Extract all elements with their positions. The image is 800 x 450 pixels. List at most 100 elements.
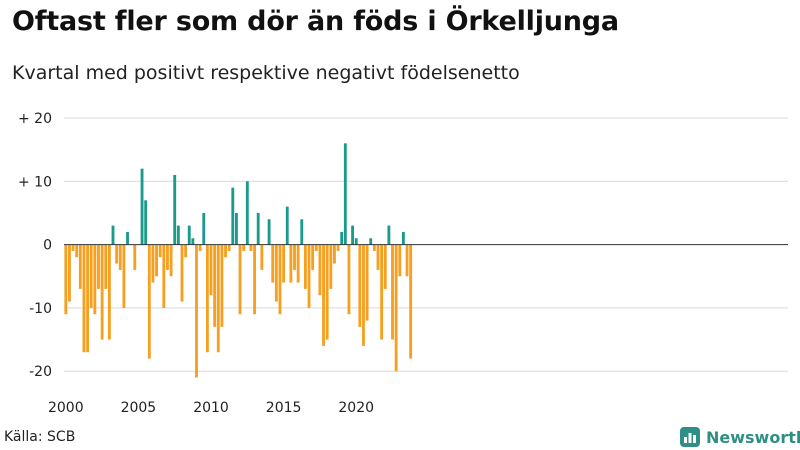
brand-logo[interactable]: Newsworthy (680, 424, 800, 450)
y-tick-label: -20 (29, 364, 52, 380)
bar-negative (347, 244, 351, 315)
bar-negative (118, 244, 122, 270)
bar-negative (380, 244, 384, 340)
bar-negative (107, 244, 111, 340)
bar-negative (325, 244, 329, 340)
bar-negative (78, 244, 82, 289)
bar-negative (394, 244, 398, 372)
bar-negative (296, 244, 300, 283)
x-tick-label: 2000 (48, 400, 84, 416)
bar-negative (311, 244, 315, 270)
bar-positive (111, 225, 115, 245)
bar-negative (253, 244, 256, 315)
bar-positive (202, 212, 206, 245)
bar-positive (285, 206, 289, 245)
chart-logo-icon (680, 427, 700, 447)
bar-negative (405, 244, 409, 277)
bar-negative (151, 244, 155, 283)
bar-negative (282, 244, 286, 283)
bar-negative (289, 244, 293, 283)
bar-negative (383, 244, 387, 289)
y-tick-label: + 10 (18, 174, 52, 190)
x-tick-label: 2020 (338, 400, 374, 416)
bar-positive (401, 231, 405, 245)
bar-negative (115, 244, 119, 264)
bar-negative (75, 244, 79, 258)
bar-negative (162, 244, 166, 308)
bar-negative (169, 244, 173, 277)
brand-name: Newsworthy (706, 427, 800, 447)
bar-negative (97, 244, 100, 289)
chart-title: Oftast fler som dör än föds i Örkelljung… (12, 6, 619, 37)
bar-negative (93, 244, 97, 315)
bar-negative (220, 244, 224, 327)
bar-negative (89, 244, 93, 308)
bar-negative (227, 244, 231, 251)
bar-negative (238, 244, 242, 315)
bar-negative (64, 244, 68, 315)
y-tick-label: -10 (29, 301, 52, 317)
bar-negative (362, 244, 365, 346)
source-note: Källa: SCB (4, 429, 76, 445)
bar-positive (267, 219, 271, 245)
bar-negative (122, 244, 126, 308)
bar-negative (180, 244, 184, 302)
bar-negative (100, 244, 104, 340)
bar-negative (71, 244, 75, 251)
bar-positive (144, 200, 148, 245)
bar-positive (140, 168, 144, 245)
bar-positive (187, 225, 191, 245)
bar-negative (249, 244, 253, 251)
bar-negative (133, 244, 137, 270)
bar-negative (205, 244, 209, 353)
bar-negative (274, 244, 278, 302)
x-tick-label: 2010 (193, 400, 229, 416)
bar-negative (409, 244, 413, 359)
bar-negative (376, 244, 380, 270)
chart-subtitle: Kvartal med positivt respektive negativt… (12, 62, 520, 84)
bar-positive (231, 187, 235, 245)
bar-negative (216, 244, 220, 353)
bar-negative (82, 244, 86, 353)
bar-negative (322, 244, 325, 346)
bar-positive (340, 231, 344, 245)
bar-negative (307, 244, 311, 308)
bar-positive (245, 181, 249, 245)
bar-negative (198, 244, 202, 251)
bar-negative (166, 244, 169, 270)
bars (64, 143, 413, 378)
x-tick-label: 2005 (121, 400, 157, 416)
bar-positive (351, 225, 355, 245)
bar-negative (278, 244, 282, 315)
bar-negative (358, 244, 362, 327)
bar-positive (300, 219, 304, 245)
bar-positive (191, 238, 195, 245)
bar-negative (213, 244, 217, 327)
bar-negative (398, 244, 402, 277)
bar-negative (158, 244, 162, 258)
bar-negative (260, 244, 264, 270)
bar-negative (314, 244, 318, 251)
x-tick-label: 2015 (266, 400, 302, 416)
bar-positive (126, 231, 129, 245)
y-tick-label: + 20 (18, 111, 52, 127)
bar-negative (104, 244, 108, 289)
bar-positive (387, 225, 391, 245)
y-tick-label: 0 (43, 238, 52, 254)
bar-negative (372, 244, 376, 251)
bar-negative (293, 244, 296, 270)
axis-labels: + 20 + 10 0 -10 -20 2000 2005 2010 2015 2020 (18, 111, 374, 416)
bar-positive (256, 212, 260, 245)
bar-positive (173, 174, 177, 245)
grid-lines (64, 117, 788, 372)
bar-negative (147, 244, 151, 359)
bar-negative (365, 244, 369, 321)
bar-positive (354, 238, 358, 245)
bar-negative (303, 244, 307, 289)
bar-negative (68, 244, 71, 302)
bar-negative (329, 244, 333, 289)
bar-negative (209, 244, 213, 296)
bar-negative (271, 244, 275, 283)
bar-negative (318, 244, 322, 296)
